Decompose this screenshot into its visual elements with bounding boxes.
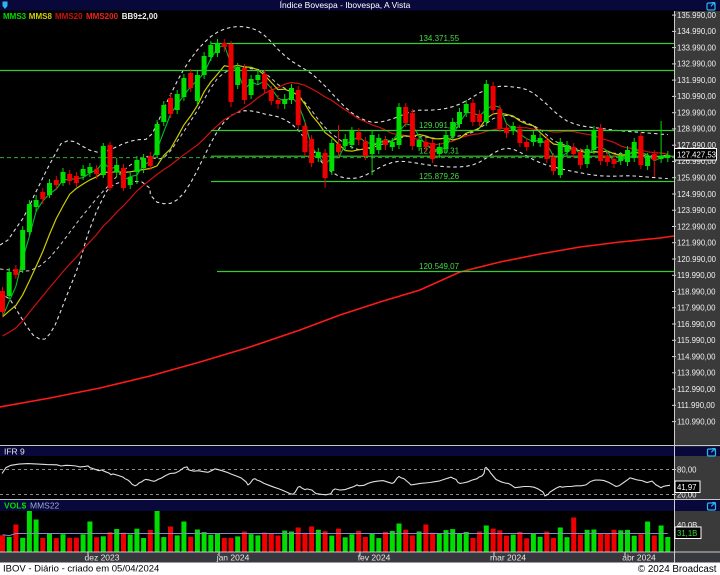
svg-text:MMS8: MMS8 xyxy=(29,12,53,21)
svg-text:117.990,00: 117.990,00 xyxy=(677,304,716,313)
svg-text:127.990,00: 127.990,00 xyxy=(677,141,717,150)
svg-text:111.990,00: 111.990,00 xyxy=(677,401,716,410)
svg-text:MMS200: MMS200 xyxy=(86,12,119,21)
svg-text:80,00: 80,00 xyxy=(677,465,697,474)
svg-text:124.990,00: 124.990,00 xyxy=(677,190,717,199)
svg-text:119.990,00: 119.990,00 xyxy=(677,271,716,280)
svg-text:134.990,00: 134.990,00 xyxy=(677,27,717,36)
svg-text:116.990,00: 116.990,00 xyxy=(677,320,716,329)
svg-text:41,97: 41,97 xyxy=(677,483,697,492)
svg-text:121.990,00: 121.990,00 xyxy=(677,239,717,248)
svg-text:133.990,00: 133.990,00 xyxy=(677,43,717,52)
svg-text:mar 2024: mar 2024 xyxy=(490,553,526,563)
svg-text:MMS22: MMS22 xyxy=(30,501,60,511)
svg-text:130.990,00: 130.990,00 xyxy=(677,92,717,101)
svg-text:112.990,00: 112.990,00 xyxy=(677,385,716,394)
svg-text:VOL$: VOL$ xyxy=(4,501,26,511)
svg-text:125.879,26: 125.879,26 xyxy=(419,172,460,181)
svg-text:131.990,00: 131.990,00 xyxy=(677,76,717,85)
svg-text:122.990,00: 122.990,00 xyxy=(677,222,717,231)
svg-text:MMS20: MMS20 xyxy=(55,12,83,21)
svg-text:128.990,00: 128.990,00 xyxy=(677,125,717,134)
svg-text:dez 2023: dez 2023 xyxy=(85,553,120,563)
svg-text:132.990,00: 132.990,00 xyxy=(677,60,717,69)
svg-text:135.990,00: 135.990,00 xyxy=(677,11,717,20)
svg-text:126.990,00: 126.990,00 xyxy=(677,157,717,166)
svg-text:20,00: 20,00 xyxy=(677,490,697,499)
svg-text:123.990,00: 123.990,00 xyxy=(677,206,717,215)
svg-text:31,1B: 31,1B xyxy=(677,529,697,538)
svg-text:125.990,00: 125.990,00 xyxy=(677,174,717,183)
svg-text:113.990,00: 113.990,00 xyxy=(677,369,716,378)
svg-text:MMS3: MMS3 xyxy=(3,12,27,21)
svg-text:120.549,07: 120.549,07 xyxy=(419,262,460,271)
svg-text:IFR 9: IFR 9 xyxy=(4,447,25,457)
svg-text:© 2024 Broadcast: © 2024 Broadcast xyxy=(638,564,717,575)
svg-text:129.990,00: 129.990,00 xyxy=(677,109,717,118)
svg-text:IBOV - Diário - criado em 05/0: IBOV - Diário - criado em 05/04/2024 xyxy=(3,564,159,575)
svg-text:jan 2024: jan 2024 xyxy=(216,553,250,563)
svg-text:134.371,55: 134.371,55 xyxy=(419,34,460,43)
svg-text:127.427,53: 127.427,53 xyxy=(677,150,716,159)
svg-text:115.990,00: 115.990,00 xyxy=(677,336,716,345)
svg-text:abr 2024: abr 2024 xyxy=(622,553,656,563)
svg-text:fev 2024: fev 2024 xyxy=(358,553,391,563)
svg-text:120.990,00: 120.990,00 xyxy=(677,255,717,264)
svg-text:118.990,00: 118.990,00 xyxy=(677,287,716,296)
svg-text:BB9±2,00: BB9±2,00 xyxy=(122,12,159,21)
svg-text:129.091,26: 129.091,26 xyxy=(419,121,460,130)
svg-text:40,0B: 40,0B xyxy=(677,521,697,530)
svg-text:110.990,00: 110.990,00 xyxy=(677,417,716,426)
svg-text:Índice Bovespa - Ibovespa, A V: Índice Bovespa - Ibovespa, A Vista xyxy=(280,0,411,10)
svg-text:114.990,00: 114.990,00 xyxy=(677,352,716,361)
